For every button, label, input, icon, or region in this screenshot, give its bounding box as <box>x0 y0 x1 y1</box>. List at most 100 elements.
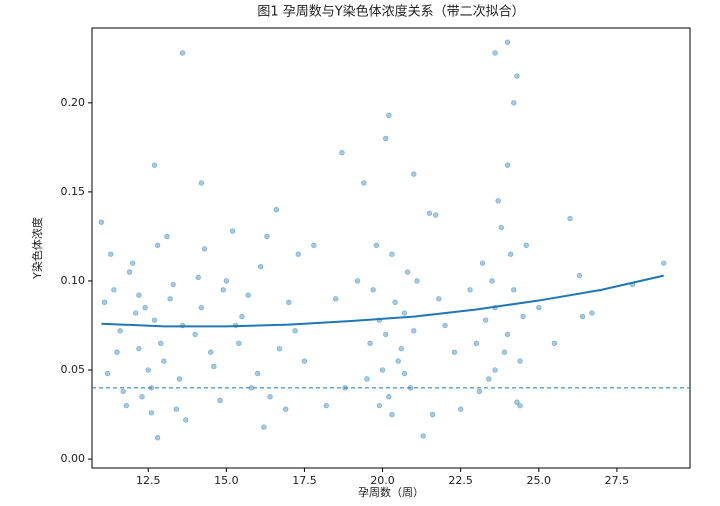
point <box>229 228 236 234</box>
point <box>136 345 142 352</box>
y-tick-label: 0.10 <box>61 274 86 287</box>
point <box>148 410 155 416</box>
point <box>173 406 180 412</box>
point <box>514 73 520 79</box>
x-tick-label: 20.0 <box>370 474 395 487</box>
x-tick-label: 15.0 <box>214 474 239 487</box>
chart-title: 图1 孕周数与Y染色体浓度关系（带二次拟合） <box>257 4 524 20</box>
point <box>111 287 117 293</box>
point <box>283 406 289 412</box>
point <box>98 219 105 225</box>
point <box>154 242 161 249</box>
point <box>120 388 126 395</box>
point <box>161 358 167 364</box>
point <box>154 435 161 441</box>
point <box>361 180 367 186</box>
point <box>504 39 511 45</box>
point <box>579 313 586 320</box>
point <box>551 340 558 347</box>
y-tick-label: 0.20 <box>61 96 86 109</box>
point <box>151 162 158 168</box>
point <box>273 207 280 213</box>
point <box>401 370 408 377</box>
point <box>442 322 448 329</box>
point <box>520 313 526 320</box>
point <box>576 272 583 279</box>
point <box>258 264 264 270</box>
point <box>220 287 226 293</box>
point <box>392 299 398 306</box>
point <box>432 212 439 218</box>
point <box>482 317 489 323</box>
point <box>451 349 458 355</box>
point <box>492 367 498 373</box>
point <box>208 349 214 355</box>
point <box>211 363 217 370</box>
point <box>398 345 405 352</box>
point <box>536 304 542 311</box>
point <box>198 304 205 311</box>
point <box>517 358 523 364</box>
point <box>164 233 170 240</box>
point <box>101 299 108 306</box>
point <box>264 233 270 240</box>
point <box>223 278 230 284</box>
x-tick-label: 22.5 <box>448 474 473 487</box>
point <box>176 376 183 382</box>
point <box>661 260 667 266</box>
point <box>217 397 223 404</box>
point <box>354 278 361 284</box>
point <box>504 162 511 168</box>
x-axis-label: 孕周数（周） <box>358 486 424 499</box>
point <box>401 310 408 316</box>
point <box>429 411 436 418</box>
fit-line <box>101 274 664 328</box>
point <box>426 210 433 216</box>
point <box>108 251 114 257</box>
point <box>126 269 133 275</box>
point <box>467 287 473 293</box>
point <box>198 180 205 186</box>
point <box>386 394 392 400</box>
point <box>457 406 464 412</box>
point <box>267 394 273 400</box>
point <box>511 287 517 293</box>
point <box>373 242 380 249</box>
point <box>501 349 508 355</box>
y-tick-label: 0.00 <box>61 452 86 465</box>
point <box>195 274 201 281</box>
point <box>420 433 426 439</box>
point <box>183 417 189 423</box>
point <box>158 340 164 347</box>
point <box>104 370 111 377</box>
point <box>382 135 389 142</box>
y-axis-label: Y染色体浓度 <box>30 217 44 280</box>
point <box>123 402 130 409</box>
x-tick-label: 25.0 <box>527 474 552 487</box>
plot-frame <box>91 27 691 469</box>
point <box>167 296 173 302</box>
point <box>379 367 386 373</box>
y-tick-label: 0.05 <box>61 363 86 376</box>
point <box>389 251 395 257</box>
point <box>498 224 504 231</box>
point <box>142 304 148 311</box>
point <box>479 260 486 266</box>
y-tick-label: 0.15 <box>61 185 86 198</box>
point <box>292 328 298 334</box>
point <box>476 388 483 395</box>
point <box>386 112 392 118</box>
point <box>301 358 308 364</box>
point <box>192 331 198 338</box>
point <box>589 310 595 316</box>
point <box>245 292 251 298</box>
point <box>514 399 520 405</box>
point <box>145 367 151 373</box>
point <box>504 331 511 338</box>
point <box>323 402 330 409</box>
x-tick-label: 12.5 <box>136 474 161 487</box>
point <box>411 171 417 177</box>
point <box>489 278 495 284</box>
point <box>389 411 395 418</box>
